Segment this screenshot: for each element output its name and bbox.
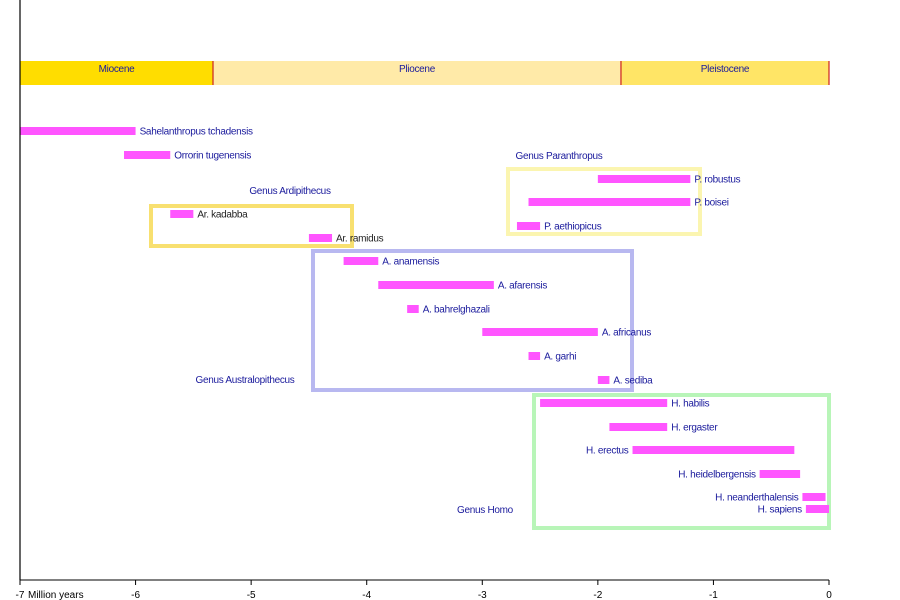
bar-p-robustus: [597, 175, 691, 183]
epoch-pleistocene: [620, 61, 829, 85]
label-h-sapiens: H. sapiens: [758, 505, 803, 516]
label-h-heidelbergensis: H. heidelbergensis: [678, 470, 756, 481]
bar-a-africanus: [482, 328, 598, 336]
label-a-garhi: A. garhi: [544, 352, 576, 363]
epoch-label-miocene: Miocene: [99, 64, 135, 75]
bar-p-aethiopicus: [516, 222, 541, 230]
label-p-robustus: P. robustus: [694, 175, 740, 186]
x-axis-title: Million years: [28, 590, 84, 600]
bar-h-ergaster: [609, 423, 668, 431]
bar-sahelanthropus-tchadensis: [20, 127, 136, 135]
epoch-pliocene: [213, 61, 621, 85]
genus-label-genus-ardipithecus: Genus Ardipithecus: [249, 186, 331, 197]
label-a-africanus: A. africanus: [602, 328, 652, 339]
group-box-genus-ardipithecus: [149, 204, 354, 248]
x-axis: Million years -7 -6 -5 -4 -3 -2 -1 0: [16, 0, 832, 600]
label-h-neanderthalensis: H. neanderthalensis: [715, 493, 799, 504]
bar-a-bahrelghazali: [407, 305, 419, 313]
label-h-habilis: H. habilis: [671, 399, 709, 410]
group-box-genus-paranthropus: [506, 167, 702, 236]
bar-h-erectus: [632, 446, 795, 454]
x-tick-label: 0: [826, 590, 832, 600]
label-h-ergaster: H. ergaster: [671, 423, 718, 434]
x-tick-label: -4: [362, 590, 371, 600]
bar-orrorin-tugenensis: [124, 151, 171, 159]
bar-ar-ramidus: [308, 234, 333, 242]
x-tick-label: -3: [478, 590, 487, 600]
x-tick-label: -1: [709, 590, 718, 600]
label-orrorin-tugenensis: Orrorin tugenensis: [174, 151, 251, 162]
label-a-anamensis: A. anamensis: [382, 257, 439, 268]
bar-a-anamensis: [343, 257, 379, 265]
label-ar-kadabba: Ar. kadabba: [197, 210, 248, 221]
label-sahelanthropus-tchadensis: Sahelanthropus tchadensis: [140, 127, 253, 138]
bar-h-sapiens: [805, 505, 829, 513]
genus-label-genus-paranthropus: Genus Paranthropus: [516, 151, 603, 162]
x-tick-label: -7: [16, 590, 25, 600]
label-p-boisei: P. boisei: [694, 198, 728, 209]
label-h-erectus: H. erectus: [586, 446, 629, 457]
group-box-genus-homo: [532, 393, 831, 530]
x-tick-label: -5: [247, 590, 256, 600]
epoch-miocene: [20, 61, 214, 85]
bar-a-garhi: [528, 352, 541, 360]
bar-p-boisei: [528, 198, 691, 206]
label-p-aethiopicus: P. aethiopicus: [544, 222, 602, 233]
epoch-label-pliocene: Pliocene: [399, 64, 436, 75]
bar-h-neanderthalensis: [802, 493, 826, 501]
genus-label-genus-australopithecus: Genus Australopithecus: [195, 375, 294, 386]
bar-h-habilis: [540, 399, 668, 407]
epoch-label-pleistocene: Pleistocene: [701, 64, 750, 75]
epoch-band: Miocene Pliocene Pleistocene: [20, 61, 830, 85]
label-ar-ramidus: Ar. ramidus: [336, 234, 384, 245]
label-a-sediba: A. sediba: [613, 376, 653, 387]
genus-label-genus-homo: Genus Homo: [457, 505, 514, 516]
label-a-afarensis: A. afarensis: [498, 281, 548, 292]
genus-labels: Genus Ardipithecus Genus Paranthropus Genu…: [195, 151, 603, 516]
bar-a-afarensis: [378, 281, 494, 289]
species-bars: [20, 127, 829, 513]
x-tick-label: -6: [131, 590, 140, 600]
x-tick-label: -2: [593, 590, 602, 600]
bar-h-heidelbergensis: [759, 470, 801, 478]
bar-ar-kadabba: [170, 210, 194, 218]
genus-group-boxes: [149, 167, 831, 530]
group-box-genus-australopithecus: [311, 249, 634, 392]
species-labels: Sahelanthropus tchadensis Orrorin tugenen…: [140, 127, 803, 516]
bar-a-sediba: [597, 376, 610, 384]
label-a-bahrelghazali: A. bahrelghazali: [423, 305, 490, 316]
